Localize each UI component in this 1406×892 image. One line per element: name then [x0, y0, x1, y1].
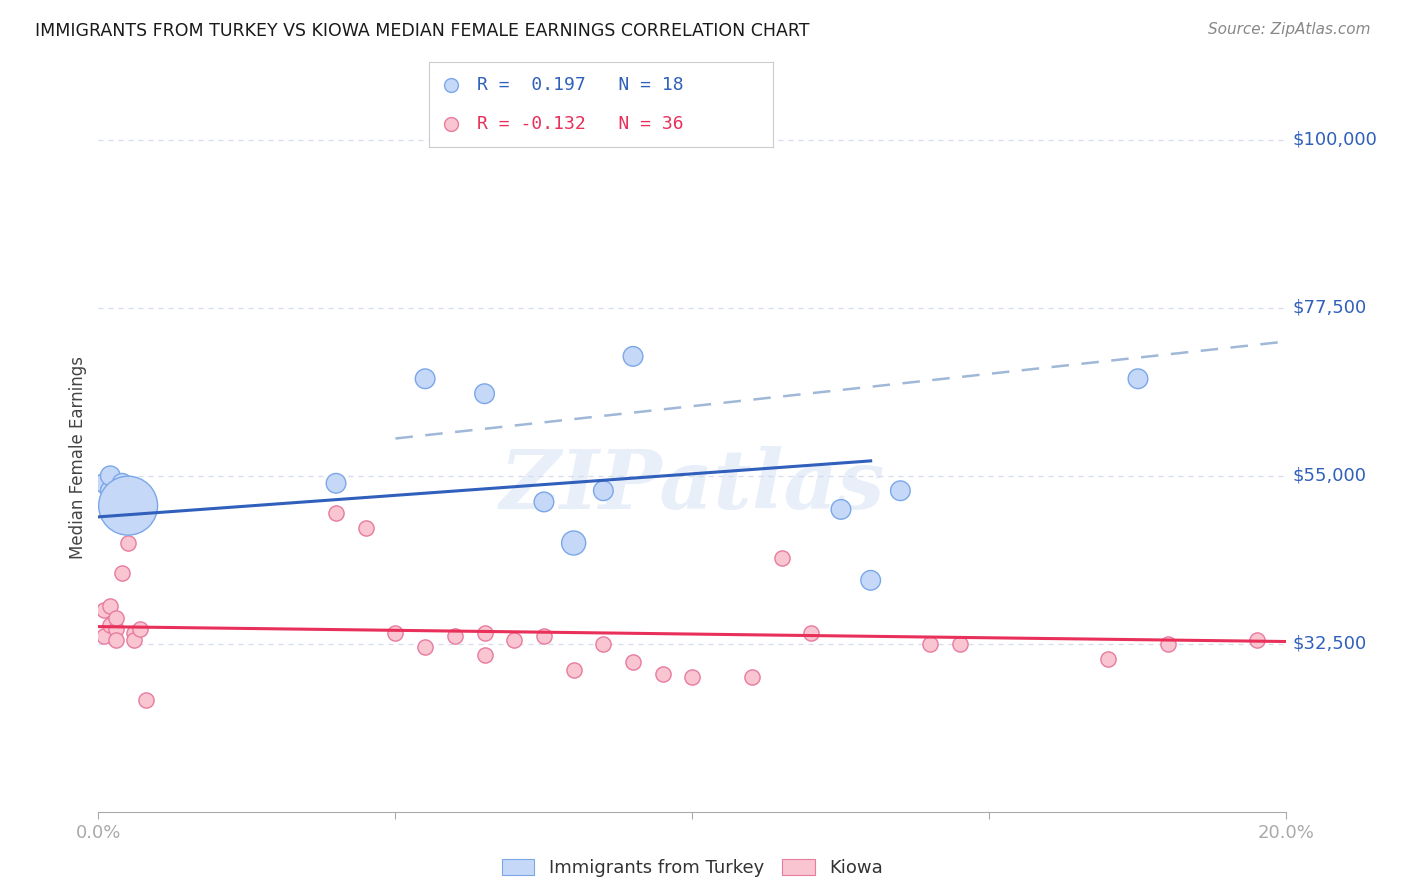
- Point: [135, 692, 157, 706]
- Point: [98, 618, 121, 632]
- Point: [354, 521, 377, 535]
- Point: [117, 536, 139, 550]
- Point: [413, 640, 436, 655]
- Point: [474, 625, 496, 640]
- Point: [122, 633, 145, 648]
- Point: [111, 476, 134, 491]
- Point: [111, 506, 134, 520]
- Y-axis label: Median Female Earnings: Median Female Earnings: [69, 356, 87, 558]
- Point: [98, 468, 121, 483]
- Point: [122, 625, 145, 640]
- Point: [681, 670, 703, 684]
- Point: [93, 629, 115, 643]
- Point: [621, 350, 644, 364]
- Point: [474, 648, 496, 662]
- Text: $55,000: $55,000: [1292, 467, 1367, 485]
- Text: $77,500: $77,500: [1292, 299, 1367, 317]
- Point: [93, 603, 115, 617]
- Point: [920, 637, 942, 651]
- Point: [1097, 651, 1119, 665]
- Point: [1156, 637, 1178, 651]
- Point: [503, 633, 526, 648]
- Point: [111, 566, 134, 580]
- Point: [105, 633, 128, 648]
- Point: [325, 506, 347, 520]
- Point: [741, 670, 763, 684]
- Point: [105, 491, 128, 506]
- Legend: Immigrants from Turkey, Kiowa: Immigrants from Turkey, Kiowa: [495, 852, 890, 884]
- Point: [443, 629, 465, 643]
- Point: [830, 502, 852, 516]
- Point: [562, 536, 585, 550]
- Point: [949, 637, 972, 651]
- Point: [621, 656, 644, 670]
- Point: [474, 386, 496, 401]
- Text: R = -0.132   N = 36: R = -0.132 N = 36: [477, 115, 683, 133]
- Point: [533, 495, 555, 509]
- Point: [859, 574, 882, 588]
- Text: ZIPatlas: ZIPatlas: [499, 445, 886, 525]
- Point: [105, 610, 128, 624]
- Point: [93, 476, 115, 491]
- Point: [889, 483, 911, 498]
- Text: IMMIGRANTS FROM TURKEY VS KIOWA MEDIAN FEMALE EARNINGS CORRELATION CHART: IMMIGRANTS FROM TURKEY VS KIOWA MEDIAN F…: [35, 22, 810, 40]
- Point: [129, 622, 152, 636]
- Point: [592, 637, 614, 651]
- Point: [98, 483, 121, 498]
- Point: [651, 666, 673, 681]
- Point: [440, 117, 463, 131]
- Point: [770, 550, 793, 565]
- Point: [592, 483, 614, 498]
- Point: [384, 625, 406, 640]
- Point: [800, 625, 823, 640]
- Point: [1126, 372, 1149, 386]
- Text: Source: ZipAtlas.com: Source: ZipAtlas.com: [1208, 22, 1371, 37]
- Point: [325, 476, 347, 491]
- Text: $32,500: $32,500: [1292, 635, 1367, 653]
- Point: [440, 78, 463, 93]
- Point: [562, 663, 585, 677]
- Point: [413, 372, 436, 386]
- Point: [1246, 633, 1268, 648]
- Point: [105, 622, 128, 636]
- Text: R =  0.197   N = 18: R = 0.197 N = 18: [477, 77, 683, 95]
- Point: [117, 499, 139, 513]
- Text: $100,000: $100,000: [1292, 131, 1376, 149]
- Point: [111, 491, 134, 506]
- Point: [98, 599, 121, 614]
- Point: [533, 629, 555, 643]
